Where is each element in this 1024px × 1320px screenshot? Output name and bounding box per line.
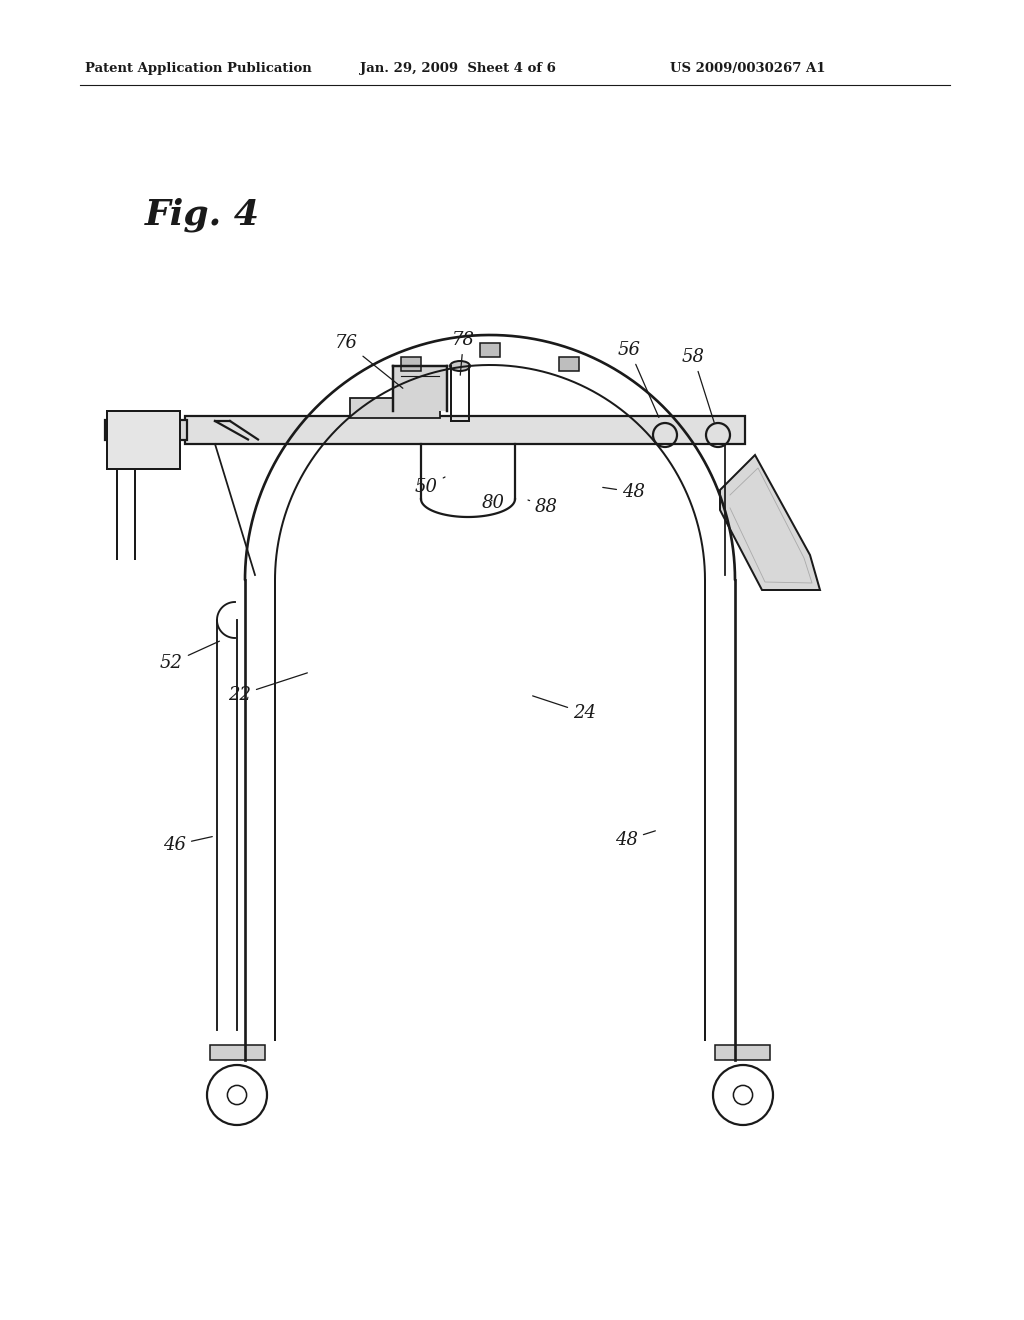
Text: 88: 88 <box>528 498 558 516</box>
Text: 50: 50 <box>415 477 445 496</box>
Text: 56: 56 <box>618 341 658 417</box>
Text: 80: 80 <box>482 494 505 512</box>
Text: Fig. 4: Fig. 4 <box>145 198 260 232</box>
Bar <box>350 399 440 418</box>
Text: 48: 48 <box>603 483 645 502</box>
Ellipse shape <box>450 360 470 371</box>
Text: 52: 52 <box>160 642 219 672</box>
Bar <box>559 356 579 371</box>
Bar <box>715 1045 770 1060</box>
Text: 78: 78 <box>452 331 475 375</box>
Bar <box>393 366 449 411</box>
Bar <box>106 411 180 469</box>
Bar <box>480 343 500 356</box>
Bar <box>185 416 745 444</box>
Text: US 2009/0030267 A1: US 2009/0030267 A1 <box>670 62 825 75</box>
Text: 58: 58 <box>682 348 714 422</box>
Text: Patent Application Publication: Patent Application Publication <box>85 62 311 75</box>
Text: 22: 22 <box>228 673 307 704</box>
Text: 76: 76 <box>335 334 402 388</box>
Bar <box>401 356 421 371</box>
Text: 46: 46 <box>163 836 212 854</box>
Text: 48: 48 <box>615 830 655 849</box>
Bar <box>105 420 187 440</box>
Text: 24: 24 <box>532 696 596 722</box>
Text: Jan. 29, 2009  Sheet 4 of 6: Jan. 29, 2009 Sheet 4 of 6 <box>360 62 556 75</box>
Polygon shape <box>720 455 820 590</box>
Bar <box>210 1045 265 1060</box>
